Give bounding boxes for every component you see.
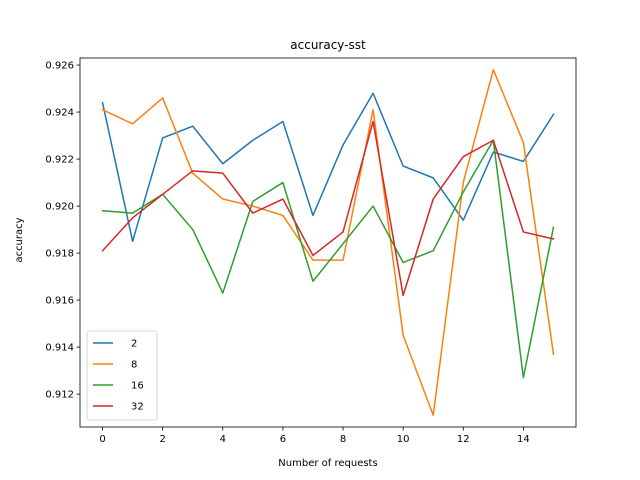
x-tick-label: 0 [99, 434, 105, 445]
series-line-8 [101, 69, 555, 416]
x-tick-label: 4 [220, 434, 226, 445]
x-tick-label: 12 [457, 434, 470, 445]
y-tick-label: 0.918 [45, 249, 74, 260]
y-tick-label: 0.916 [45, 296, 74, 307]
x-tick-label: 6 [280, 434, 286, 445]
x-tick-label: 10 [397, 434, 410, 445]
chart-title: accuracy-sst [290, 38, 366, 52]
y-axis-label: accuracy [14, 217, 25, 262]
x-tick-label: 8 [340, 434, 346, 445]
series-line-2 [101, 92, 555, 243]
axes-frame [79, 57, 577, 428]
y-tick-label: 0.926 [45, 61, 74, 72]
y-tick-label: 0.914 [45, 343, 74, 354]
y-tick-label: 0.912 [45, 390, 74, 401]
legend-label-32: 32 [131, 402, 144, 413]
y-tick-label: 0.920 [45, 202, 74, 213]
x-tick-label: 2 [159, 434, 165, 445]
series-line-32 [101, 120, 555, 297]
x-axis-label: Number of requests [278, 458, 377, 469]
legend-box [86, 330, 158, 421]
legend-label-8: 8 [131, 360, 137, 371]
legend-label-16: 16 [131, 381, 144, 392]
x-tick-label: 14 [517, 434, 530, 445]
y-tick-label: 0.922 [45, 155, 74, 166]
series-line-16 [101, 139, 555, 379]
y-tick-label: 0.924 [45, 108, 74, 119]
legend-label-2: 2 [131, 339, 137, 350]
plot-area: 0 2 4 6 8 10 12 14 0.912 0.914 0.916 0.918 0.920 0.92… [45, 57, 577, 445]
